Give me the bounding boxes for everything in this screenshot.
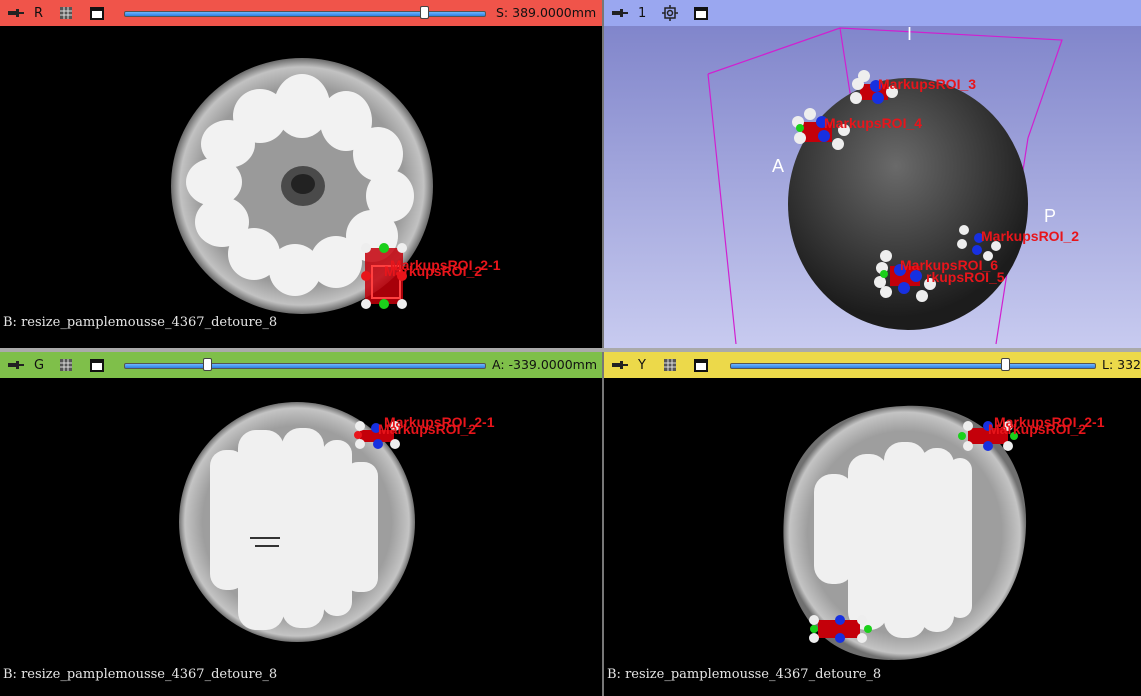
orientation-label-right: P — [1044, 206, 1056, 226]
roi-label: MarkupsROI_4 — [824, 115, 922, 131]
slider-handle[interactable] — [420, 6, 429, 19]
pin-icon[interactable] — [6, 6, 26, 20]
roi-marker[interactable] — [850, 70, 898, 104]
roi-marker[interactable] — [792, 108, 850, 150]
roi-marker[interactable] — [958, 421, 1018, 451]
maximize-view-icon[interactable] — [694, 358, 708, 372]
slice-offset-readout: A: -339.0000mm — [492, 357, 598, 372]
view-label: R — [34, 5, 44, 21]
3d-view-controller-bar: 1 — [604, 0, 1141, 26]
3d-render: I A P MarkupsROI_3 MarkupsROI_4 MarkupsR… — [707, 26, 1079, 345]
yellow-slice-view[interactable]: Y L: 332 — [604, 352, 1141, 696]
roi-label: MarkupsROI_6 — [900, 257, 998, 273]
roi-label: MarkupsROI_2 — [384, 263, 482, 279]
roi-label: MarkupsROI_2-1 — [390, 257, 501, 273]
fruit-3d-model[interactable] — [788, 78, 1028, 330]
slider-handle[interactable] — [203, 358, 212, 371]
slice-offset-readout: L: 332 — [1102, 357, 1141, 372]
slice-offset-slider[interactable] — [730, 358, 1096, 371]
roi-marker[interactable] — [957, 225, 1001, 261]
maximize-view-icon[interactable] — [90, 358, 104, 372]
roi-label: MarkupsROI_2 — [981, 228, 1079, 244]
view-label: 1 — [638, 5, 647, 21]
slice-offset-slider[interactable] — [124, 358, 486, 371]
view-label: G — [34, 357, 45, 373]
orientation-label-top: I — [907, 26, 912, 44]
green-slice-controller-bar: G A: -339.0000mm — [0, 352, 602, 378]
horizontal-divider[interactable] — [0, 348, 1141, 352]
red-slice-image: MarkupsROI_2-1 MarkupsROI_2 — [171, 58, 501, 314]
background-volume-label: B: resize_pamplemousse_4367_detoure_8 — [3, 315, 278, 330]
yellow-slice-image: MarkupsROI_2-1 MarkupsROI_2 — [783, 405, 1105, 660]
green-slice-view[interactable]: G A: -339.0000mm — [0, 352, 602, 696]
slider-handle[interactable] — [1001, 358, 1010, 371]
maximize-view-icon[interactable] — [90, 6, 104, 20]
roi-label: MarkupsROI_3 — [878, 76, 976, 92]
link-layers-icon[interactable] — [662, 357, 678, 373]
roi-marker[interactable] — [874, 250, 936, 302]
roi-label: MarkupsROI_2-1 — [994, 414, 1105, 430]
link-layers-icon[interactable] — [58, 5, 74, 21]
pin-icon[interactable] — [6, 358, 26, 372]
pin-icon[interactable] — [610, 358, 630, 372]
view-label: Y — [638, 357, 646, 373]
orientation-label-left: A — [772, 156, 784, 176]
center-view-icon[interactable] — [662, 5, 678, 21]
background-volume-label: B: resize_pamplemousse_4367_detoure_8 — [607, 667, 882, 682]
roi-marker[interactable] — [809, 615, 872, 643]
slice-offset-readout: S: 389.0000mm — [496, 5, 597, 20]
roi-label: MarkupsROI_2 — [988, 421, 1086, 437]
background-volume-label: B: resize_pamplemousse_4367_detoure_8 — [3, 667, 278, 682]
3d-view[interactable]: 1 I A P MarkupsROI_3 — [604, 0, 1141, 348]
red-slice-view[interactable]: R S: 389.0000mm — [0, 0, 602, 348]
slice-offset-slider[interactable] — [124, 6, 486, 19]
yellow-slice-controller-bar: Y L: 332 — [604, 352, 1141, 378]
maximize-view-icon[interactable] — [694, 6, 708, 20]
roi-label: MarkupsROI_2 — [378, 421, 476, 437]
roi-label: MarkupsROI_2-1 — [384, 414, 495, 430]
red-slice-controller-bar: R S: 389.0000mm — [0, 0, 602, 26]
roi-marker[interactable] — [354, 421, 400, 449]
roi-label: rkupsROI_5 — [926, 269, 1005, 285]
pin-icon[interactable] — [610, 6, 630, 20]
link-layers-icon[interactable] — [58, 357, 74, 373]
green-slice-image: MarkupsROI_2-1 MarkupsROI_2 — [179, 402, 495, 642]
